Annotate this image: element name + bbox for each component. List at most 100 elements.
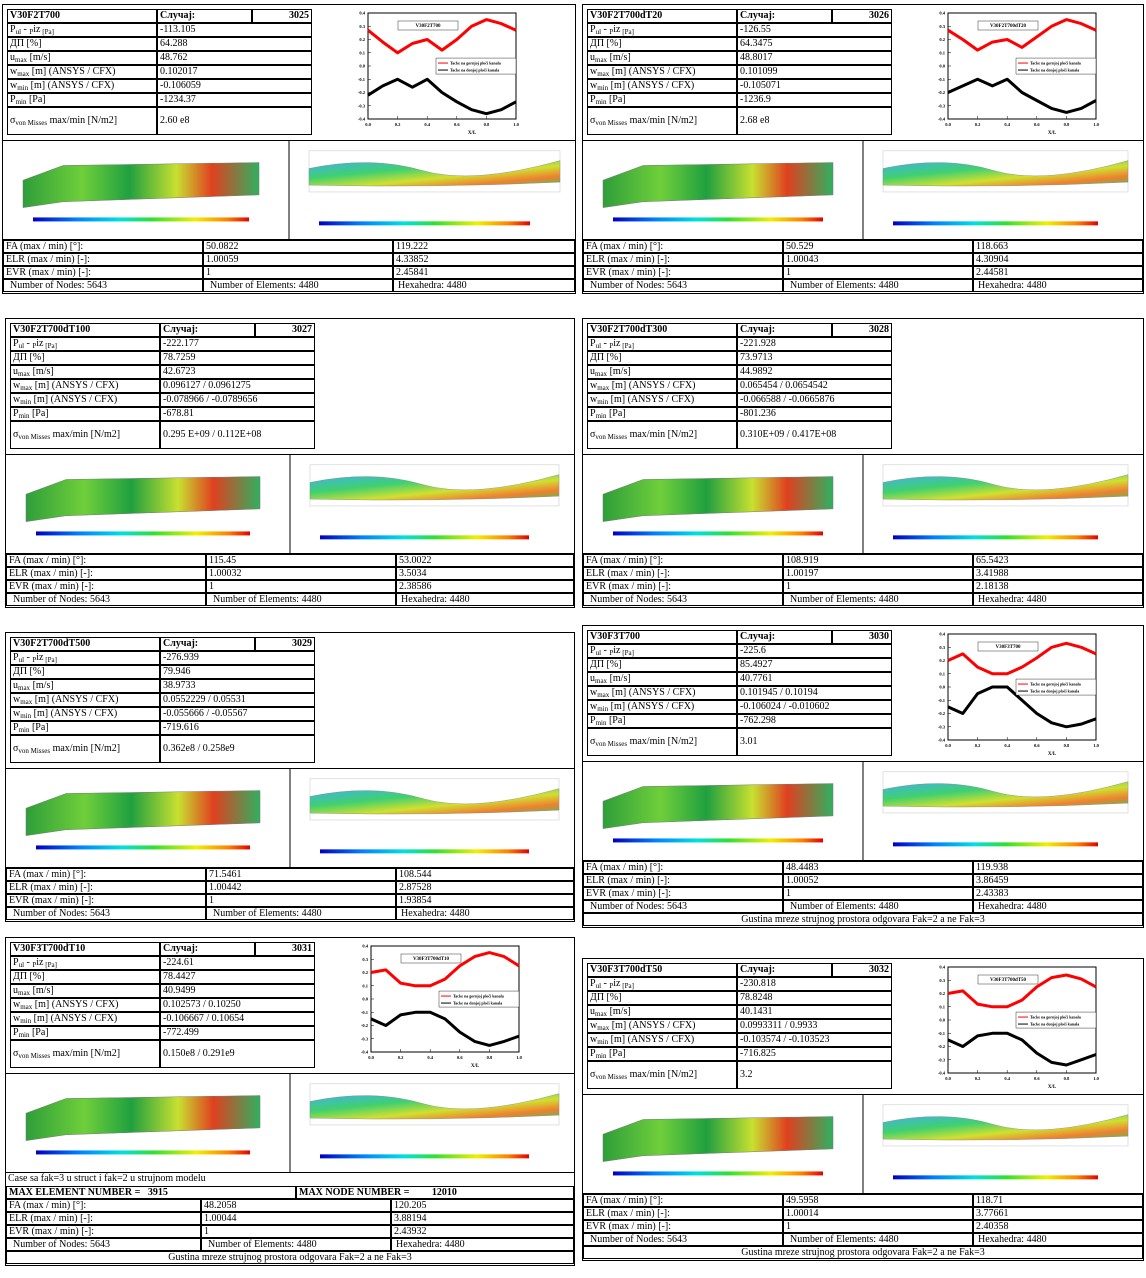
- param-value: 42.6723: [160, 365, 315, 379]
- text: P: [590, 715, 596, 726]
- text: 79.946: [163, 666, 191, 677]
- text: EVR (max / min) [-]:: [586, 267, 671, 278]
- text: max: [18, 989, 31, 997]
- text: min: [20, 398, 32, 406]
- text: Случај:: [740, 964, 776, 975]
- param-label: wmin [m] (ANSYS / CFX): [587, 79, 737, 93]
- text: ul: [18, 342, 25, 350]
- param-value: -0.106667 / 0.10654: [160, 1012, 315, 1026]
- param-value: -801.236: [737, 407, 892, 421]
- text: FA (max / min) [°]:: [9, 869, 87, 880]
- param-label: ДП [%]: [587, 351, 737, 365]
- text: σ: [13, 743, 19, 754]
- result-min: 1.93854: [396, 894, 574, 907]
- x-tick-label: 0.4: [424, 122, 430, 127]
- text: von Misses: [595, 119, 628, 127]
- text: w: [590, 80, 598, 91]
- text: Случај:: [163, 638, 199, 649]
- param-value: -224.61: [160, 956, 315, 970]
- text: -: [24, 652, 33, 663]
- text: ДП [%]: [13, 666, 45, 677]
- text: 50.0822: [206, 241, 239, 252]
- param-label: σvon Misses max/min [N/m2]: [587, 107, 737, 135]
- text: -: [24, 338, 33, 349]
- text: iz: [613, 978, 621, 989]
- text: Number of Nodes:: [590, 280, 665, 291]
- text: V30F3T700: [590, 631, 640, 642]
- text: 40.9499: [163, 985, 196, 996]
- text: -0.078966 / -0.0789656: [163, 394, 258, 405]
- mini-chart: 0.40.30.20.10.0-0.1-0.2-0.3-0.40.0 0.2 0.4…: [361, 944, 523, 1070]
- case-name: V30F2T700dT100: [10, 323, 160, 337]
- text: Number of Nodes:: [13, 908, 88, 919]
- text: 4480: [449, 594, 470, 605]
- text: [m/s]: [30, 680, 54, 691]
- text: σ: [13, 429, 19, 440]
- panel: V30F2T700dT100 Случај: 3027 Pul - Piz [Pa] -…: [5, 318, 575, 608]
- text: [m] (ANSYS / CFX): [609, 380, 696, 391]
- text: 73.9713: [740, 352, 773, 363]
- param-label: umax [m/s]: [587, 51, 737, 65]
- x-tick-label: 0.2: [975, 122, 981, 127]
- model-plane: [309, 474, 560, 501]
- curve: [947, 685, 1097, 729]
- text: 1.00014: [786, 1208, 819, 1219]
- model-3d: [602, 783, 834, 829]
- text: 1.00043: [786, 254, 819, 265]
- elements: Number of Elements: 4480: [783, 1233, 973, 1246]
- chart-title: V30F3T700dT10: [413, 957, 450, 962]
- param-value: -678.81: [160, 407, 315, 421]
- text: -: [601, 645, 610, 656]
- param-value: 48.8017: [737, 51, 892, 65]
- result-min: 118.71: [973, 1194, 1143, 1207]
- text: max: [597, 384, 610, 392]
- text: 3032: [869, 964, 889, 975]
- param-value: 78.4427: [160, 970, 315, 984]
- result-min: 2.45841: [393, 266, 575, 279]
- legend-box: [1015, 1011, 1097, 1029]
- param-value: -0.106024 / -0.010602: [737, 700, 892, 714]
- result-max: 1: [203, 266, 393, 279]
- text: max: [20, 1003, 33, 1011]
- model-images: [602, 141, 1129, 239]
- text: w: [590, 701, 598, 712]
- param-label: Pul - Piz [Pa]: [7, 23, 157, 37]
- y-tick-label: -0.4: [361, 1050, 369, 1055]
- text: V30F2T700dT20: [590, 10, 663, 21]
- text: 1: [786, 1221, 791, 1232]
- y-tick-label: 0.0: [939, 1018, 945, 1023]
- text: Number of Elements:: [208, 1239, 295, 1250]
- result-min: 2.38586: [396, 580, 574, 593]
- param-value: 44.9892: [737, 365, 892, 379]
- text: [m] (ANSYS / CFX): [608, 394, 695, 405]
- text: Number of Elements:: [790, 280, 877, 291]
- text: u: [590, 673, 595, 684]
- result-min: 2.87528: [396, 881, 574, 894]
- x-tick-label: 0.6: [457, 1055, 463, 1060]
- param-value: 40.7761: [737, 672, 892, 686]
- text: P: [590, 24, 596, 35]
- text: P: [10, 94, 16, 105]
- text: [m/s]: [607, 1006, 631, 1017]
- case-number: 3027: [255, 323, 315, 337]
- text: FA (max / min) [°]:: [6, 241, 84, 252]
- legend-box: [435, 57, 517, 75]
- text: Number of Nodes:: [590, 901, 665, 912]
- text: P: [32, 656, 37, 664]
- text: Gustina mreze strujnog prostora odgovara…: [741, 1247, 985, 1258]
- y-tick-label: 0.0: [939, 685, 945, 690]
- text: iz: [36, 957, 44, 968]
- text: [m] (ANSYS / CFX): [608, 1034, 695, 1045]
- y-tick-label: 0.3: [362, 957, 368, 962]
- text: w: [13, 999, 21, 1010]
- param-value: 73.9713: [737, 351, 892, 365]
- text: Number of Nodes:: [13, 594, 88, 605]
- param-value: 0.102017: [157, 65, 312, 79]
- curve: [947, 1031, 1097, 1067]
- result-max: 1: [783, 266, 973, 279]
- text: 78.7259: [163, 352, 196, 363]
- param-label: Pmin [Pa]: [587, 93, 737, 107]
- text: V30F2T700dT300: [590, 324, 668, 335]
- text: -: [21, 24, 30, 35]
- text: -0.103574 / -0.103523: [740, 1034, 830, 1045]
